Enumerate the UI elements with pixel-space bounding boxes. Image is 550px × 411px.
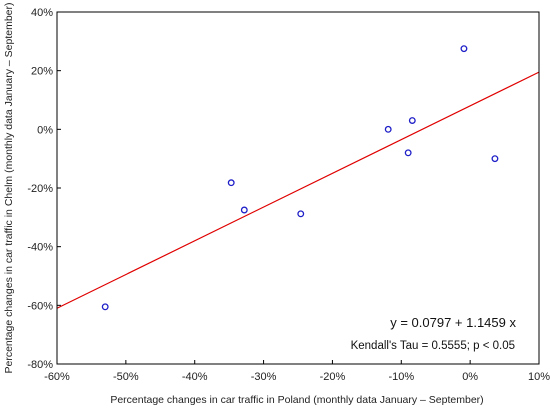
plot-area-frame — [56, 11, 540, 365]
y-tick-label: 40% — [31, 7, 53, 19]
data-point — [491, 155, 499, 163]
data-point — [227, 179, 235, 187]
x-tick-labels: -60% -50% -40% -30% -20% -10% 0% 10% — [44, 371, 550, 383]
data-point — [240, 206, 248, 214]
axis-ticks — [56, 11, 540, 365]
data-point — [408, 117, 416, 124]
data-point — [297, 210, 305, 218]
kendall-tau-annotation: Kendall's Tau = 0.5555; p < 0.05 — [351, 340, 515, 352]
y-tick-label: -20% — [27, 183, 53, 195]
y-tick-label: 20% — [31, 66, 53, 78]
y-tick-label: -40% — [27, 242, 53, 254]
y-tick-label: -80% — [27, 359, 53, 371]
data-point — [404, 149, 412, 157]
x-tick-label: -60% — [44, 371, 70, 383]
y-tick-labels: -80% -60% -40% -20% 0% 20% 40% — [27, 7, 53, 371]
data-points — [101, 45, 499, 311]
x-tick-label: -10% — [388, 371, 414, 383]
x-tick-label: 0% — [462, 371, 478, 383]
x-tick-label: -20% — [320, 371, 346, 383]
data-point — [101, 303, 109, 311]
y-axis-title: Percentage changes in car traffic in Che… — [3, 3, 15, 374]
x-tick-label: -50% — [113, 371, 139, 383]
x-tick-label: 10% — [528, 371, 550, 383]
x-axis-title: Percentage changes in car traffic in Pol… — [110, 394, 483, 406]
x-tick-label: -40% — [182, 371, 208, 383]
regression-equation: y = 0.0797 + 1.1459 x — [390, 315, 516, 330]
regression-line — [56, 71, 540, 309]
data-point — [460, 45, 468, 53]
y-tick-label: -60% — [27, 300, 53, 312]
data-point — [384, 125, 392, 133]
x-tick-label: -30% — [251, 371, 277, 383]
y-tick-label: 0% — [37, 124, 53, 136]
